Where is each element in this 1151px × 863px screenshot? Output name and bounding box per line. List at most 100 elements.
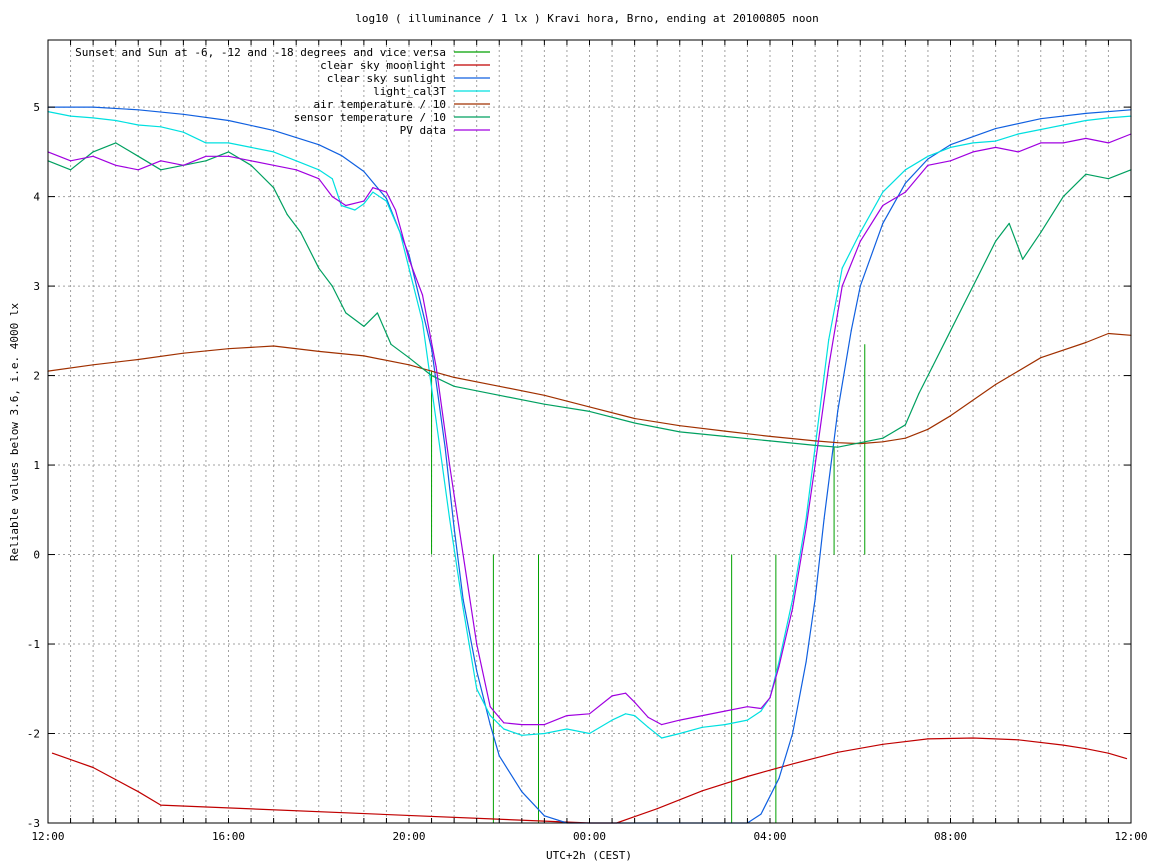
data-point xyxy=(995,140,997,142)
data-point xyxy=(972,737,974,739)
x-tick-label: 00:00 xyxy=(573,830,606,843)
data-point xyxy=(408,364,410,366)
data-point xyxy=(160,804,162,806)
data-point xyxy=(661,737,663,739)
data-point xyxy=(182,131,184,133)
data-point xyxy=(462,553,464,556)
x-axis-label: UTC+2h (CEST) xyxy=(546,849,632,862)
data-point xyxy=(543,815,545,817)
data-point xyxy=(949,160,952,162)
data-point xyxy=(489,715,491,717)
x-tick-label: 08:00 xyxy=(934,830,967,843)
data-point xyxy=(385,191,388,193)
data-point xyxy=(949,146,952,148)
data-point xyxy=(814,446,816,448)
data-point xyxy=(566,715,568,717)
data-point xyxy=(300,231,302,233)
data-point xyxy=(976,276,979,278)
data-point xyxy=(1017,133,1019,135)
x-tick-label: 16:00 xyxy=(212,830,245,843)
data-point xyxy=(656,808,658,810)
data-point xyxy=(1040,142,1042,144)
data-point xyxy=(904,424,906,426)
data-point xyxy=(625,713,627,715)
data-point xyxy=(1062,196,1064,198)
data-point xyxy=(137,358,139,361)
data-point xyxy=(372,191,374,193)
legend-label: clear sky sunlight xyxy=(327,72,446,85)
data-point xyxy=(340,154,342,157)
data-point xyxy=(462,598,464,600)
data-point xyxy=(363,325,365,327)
data-point xyxy=(1125,757,1128,760)
legend-label: clear sky moonlight xyxy=(320,59,446,72)
data-point xyxy=(318,144,320,146)
legend-label: PV data xyxy=(400,124,446,137)
data-point xyxy=(1107,142,1110,144)
data-point xyxy=(805,661,807,663)
data-point xyxy=(661,723,663,726)
data-point xyxy=(837,751,839,753)
data-point xyxy=(972,151,974,153)
data-point xyxy=(634,701,636,703)
data-point xyxy=(92,106,94,108)
data-point xyxy=(746,775,749,778)
data-point xyxy=(814,444,816,446)
data-point xyxy=(778,777,780,779)
data-point xyxy=(363,170,365,173)
data-point xyxy=(625,692,627,694)
data-point xyxy=(331,285,333,287)
data-point xyxy=(859,231,861,233)
data-point xyxy=(227,348,230,350)
data-point xyxy=(137,124,139,126)
data-point xyxy=(1062,124,1064,126)
data-point xyxy=(859,240,861,242)
data-point xyxy=(841,285,843,287)
data-point xyxy=(769,440,771,442)
x-tick-label: 20:00 xyxy=(392,830,425,843)
data-point xyxy=(543,403,545,405)
data-point xyxy=(250,146,252,148)
data-point xyxy=(882,191,884,193)
data-point xyxy=(69,115,72,117)
data-point xyxy=(679,425,681,427)
data-point xyxy=(273,151,275,153)
data-point xyxy=(498,385,500,387)
data-point xyxy=(390,343,392,345)
data-point xyxy=(823,518,825,520)
data-point xyxy=(588,732,591,735)
data-point xyxy=(1017,151,1019,153)
chart-title: log10 ( illuminance / 1 lx ) Kravi hora,… xyxy=(355,12,819,25)
data-point xyxy=(724,710,726,712)
data-point xyxy=(205,155,207,157)
data-point xyxy=(92,155,94,157)
data-point xyxy=(92,766,94,769)
data-point xyxy=(972,142,974,144)
data-point xyxy=(227,155,230,157)
data-point xyxy=(543,732,545,735)
data-point xyxy=(521,723,523,726)
data-point xyxy=(1085,341,1087,344)
data-point xyxy=(399,231,401,233)
data-point xyxy=(791,607,794,609)
data-point xyxy=(760,710,762,712)
data-point xyxy=(295,169,297,171)
data-point xyxy=(701,726,703,728)
data-point xyxy=(1107,117,1110,119)
data-point xyxy=(634,715,636,717)
data-point xyxy=(273,187,275,189)
data-point xyxy=(588,410,591,412)
data-point xyxy=(498,755,500,757)
data-point xyxy=(882,204,884,207)
data-point xyxy=(250,160,252,162)
data-point xyxy=(634,422,636,424)
series-layer xyxy=(47,106,1132,824)
data-point xyxy=(566,728,568,730)
series-line xyxy=(47,111,1132,739)
data-point xyxy=(701,790,703,792)
data-point xyxy=(791,763,794,765)
data-point xyxy=(814,440,816,442)
y-tick-label: 5 xyxy=(33,101,40,114)
grid-lines xyxy=(48,40,1131,823)
data-point xyxy=(318,267,320,269)
